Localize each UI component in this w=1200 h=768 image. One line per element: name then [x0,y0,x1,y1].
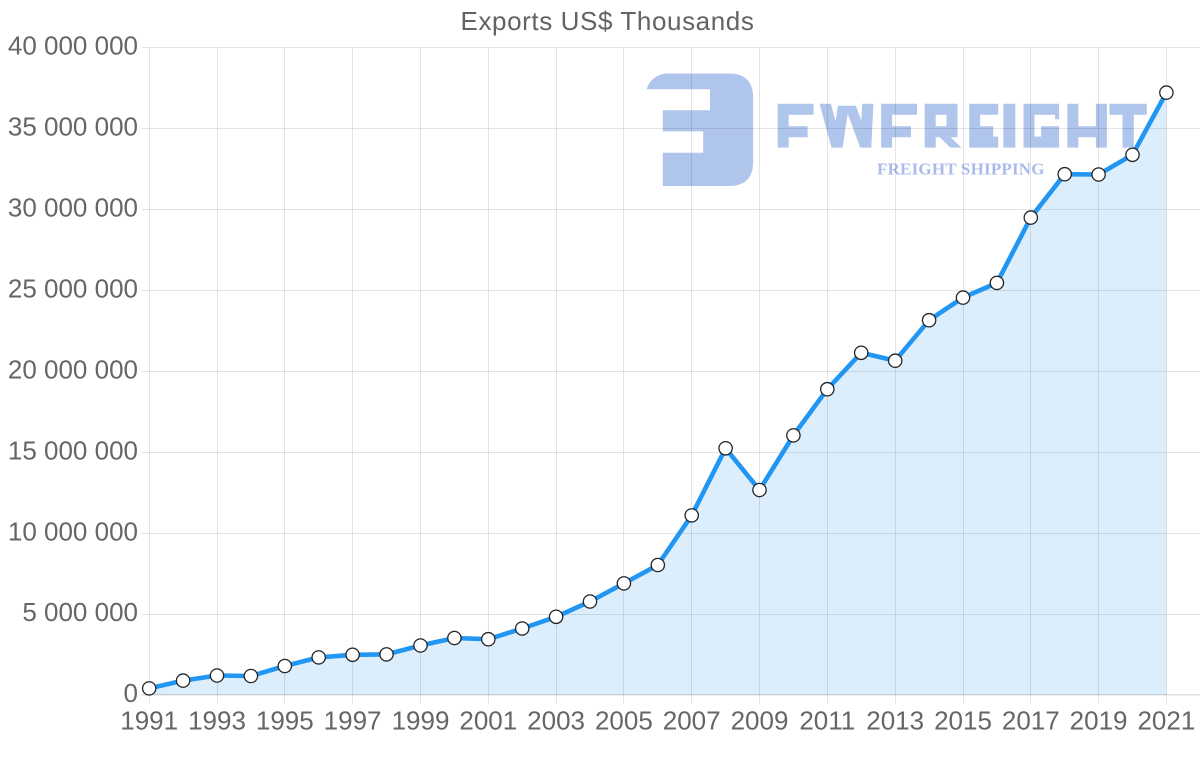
svg-text:2005: 2005 [595,705,653,735]
svg-text:1993: 1993 [188,705,246,735]
svg-text:20 000 000: 20 000 000 [8,354,138,384]
svg-text:1997: 1997 [324,705,382,735]
svg-text:2003: 2003 [527,705,585,735]
svg-text:25 000 000: 25 000 000 [8,273,138,303]
svg-text:0: 0 [124,678,138,708]
svg-text:FREIGHT SHIPPING: FREIGHT SHIPPING [877,160,1045,179]
svg-text:Exports US$ Thousands: Exports US$ Thousands [461,6,755,36]
svg-text:15 000 000: 15 000 000 [8,435,138,465]
svg-text:35 000 000: 35 000 000 [8,112,138,142]
svg-text:2001: 2001 [459,705,517,735]
svg-text:2021: 2021 [1137,705,1195,735]
svg-text:40 000 000: 40 000 000 [8,31,138,61]
svg-text:5 000 000: 5 000 000 [22,597,138,627]
svg-text:1999: 1999 [392,705,450,735]
svg-text:2013: 2013 [866,705,924,735]
svg-text:2015: 2015 [934,705,992,735]
svg-text:2019: 2019 [1070,705,1128,735]
svg-text:2017: 2017 [1002,705,1060,735]
svg-text:10 000 000: 10 000 000 [8,516,138,546]
svg-text:2011: 2011 [799,705,855,735]
svg-text:1991: 1991 [120,705,178,735]
svg-text:1995: 1995 [256,705,314,735]
svg-text:2009: 2009 [731,705,789,735]
svg-text:30 000 000: 30 000 000 [8,193,138,223]
svg-text:2007: 2007 [663,705,721,735]
